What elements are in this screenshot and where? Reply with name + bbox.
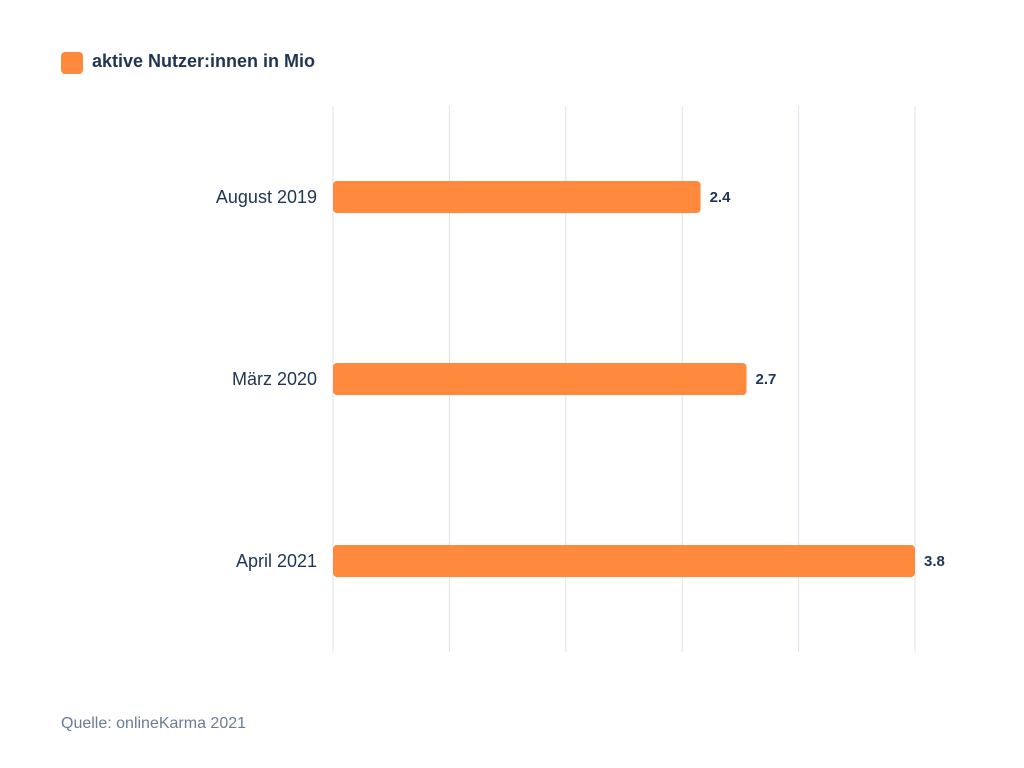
category-label: März 2020 <box>232 369 317 389</box>
value-label: 2.7 <box>756 371 777 388</box>
source-note: Quelle: onlineKarma 2021 <box>61 715 246 732</box>
legend-label: aktive Nutzer:innen in Mio <box>92 51 315 71</box>
legend: aktive Nutzer:innen in Mio <box>61 51 315 74</box>
value-label: 3.8 <box>924 553 945 570</box>
bar <box>333 363 747 395</box>
category-label: April 2021 <box>236 551 317 571</box>
bars <box>333 181 915 577</box>
category-label: August 2019 <box>216 187 317 207</box>
value-labels: 2.4 2.7 3.8 <box>710 189 945 570</box>
category-labels: August 2019 März 2020 April 2021 <box>216 187 317 571</box>
legend-swatch <box>61 52 83 74</box>
bar <box>333 181 701 213</box>
value-label: 2.4 <box>710 189 732 206</box>
bar <box>333 545 915 577</box>
